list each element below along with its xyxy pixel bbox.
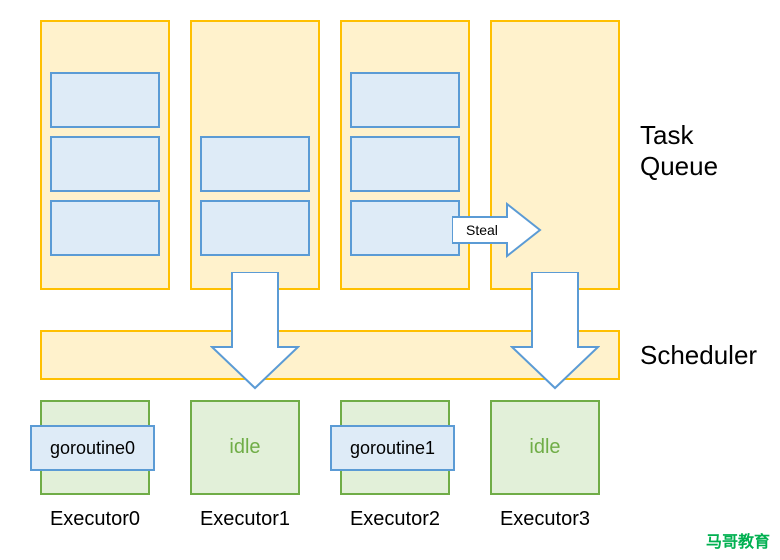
executor-2-label: Executor2: [340, 508, 450, 531]
task-queue-label-line2: Queue: [640, 151, 718, 181]
executor-0-label: Executor0: [40, 508, 150, 531]
watermark-text: 马哥教育: [706, 528, 770, 552]
steal-label: Steal: [466, 222, 498, 238]
down-arrow-1-head-icon: [210, 272, 300, 390]
task-queue-label-line1: Task: [640, 120, 693, 150]
goroutine-0-label: goroutine0: [50, 438, 135, 459]
task-q2-0: [350, 72, 460, 128]
idle-label-1: idle: [229, 436, 260, 459]
executor-1: idle: [190, 400, 300, 495]
task-q0-1: [50, 136, 160, 192]
goroutine-1-box: goroutine1: [330, 425, 455, 471]
executor-3-label: Executor3: [490, 508, 600, 531]
goroutine-1-label: goroutine1: [350, 438, 435, 459]
idle-label-3: idle: [529, 436, 560, 459]
task-q1-0: [200, 136, 310, 192]
work-stealing-diagram: Steal idle idle goroutine0 goroutine1 Ex…: [0, 0, 780, 560]
task-q1-1: [200, 200, 310, 256]
task-q0-0: [50, 72, 160, 128]
executor-1-label: Executor1: [190, 508, 300, 531]
task-queue-label: Task Queue: [640, 120, 718, 182]
scheduler-label: Scheduler: [640, 340, 757, 371]
executor-3: idle: [490, 400, 600, 495]
task-q2-1: [350, 136, 460, 192]
down-arrow-2-head-icon: [510, 272, 600, 390]
task-q2-2: [350, 200, 460, 256]
task-q0-2: [50, 200, 160, 256]
goroutine-0-box: goroutine0: [30, 425, 155, 471]
